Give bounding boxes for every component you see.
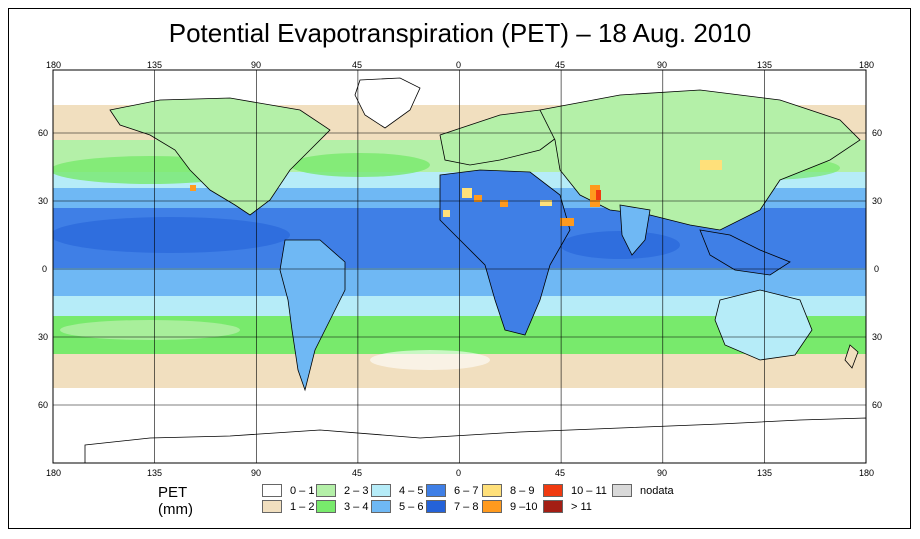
legend-swatch <box>316 484 336 497</box>
lon-tick-top: 45 <box>352 60 363 70</box>
land-india <box>619 204 651 256</box>
land-antarctica <box>84 417 866 463</box>
legend-label: nodata <box>640 484 674 497</box>
lon-tick-bottom: 90 <box>657 468 668 478</box>
legend-label: 2 – 3 <box>344 484 369 497</box>
lat-tick-left: 30 <box>38 332 49 342</box>
legend-swatch <box>371 484 391 497</box>
figure-frame <box>8 8 911 529</box>
hot-spots <box>190 160 722 226</box>
legend-swatch <box>426 484 446 497</box>
lon-tick-bottom: 135 <box>757 468 773 478</box>
legend-label: 10 – 11 <box>571 484 607 497</box>
lon-tick-bottom: 180 <box>46 468 62 478</box>
patch-indian-dark <box>560 231 680 259</box>
lon-tick-top: 0 <box>456 60 462 70</box>
lat-tick-left: 60 <box>38 400 49 410</box>
patch-south-atlantic-tan <box>370 350 490 370</box>
lat-tick-left: 0 <box>42 264 48 274</box>
lon-tick-top: 90 <box>251 60 262 70</box>
land-new-zealand <box>844 344 859 369</box>
legend-item: 4 – 5 <box>371 484 423 497</box>
legend-swatch <box>316 500 336 513</box>
legend-swatch <box>426 500 446 513</box>
legend-label: 9 –10 <box>510 500 538 513</box>
legend-swatch <box>371 500 391 513</box>
lat-tick-left: 30 <box>38 196 49 206</box>
legend-swatch <box>482 500 502 513</box>
legend-item: 9 –10 <box>482 500 538 513</box>
lat-tick-right: 30 <box>872 196 883 206</box>
legend-item: 1 – 2 <box>262 500 314 513</box>
legend-label: 7 – 8 <box>454 500 479 513</box>
land-greenland <box>354 77 421 129</box>
lat-tick-right: 60 <box>872 128 883 138</box>
land-southeast-asia <box>699 229 791 276</box>
lon-tick-top: 135 <box>757 60 773 70</box>
legend-swatch <box>543 500 563 513</box>
lon-tick-top: 180 <box>859 60 875 70</box>
legend-item: 0 – 1 <box>262 484 314 497</box>
patch-pacific-dark <box>53 217 290 253</box>
lon-tick-bottom: 45 <box>352 468 363 478</box>
legend-item: 2 – 3 <box>316 484 368 497</box>
lon-tick-bottom: 90 <box>251 468 262 478</box>
legend-title: PET (mm) <box>158 484 193 518</box>
lat-tick-left: 60 <box>38 128 49 138</box>
legend-label: 4 – 5 <box>399 484 424 497</box>
lat-tick-right: 30 <box>872 332 883 342</box>
legend-label: 5 – 6 <box>399 500 424 513</box>
patch-south-pacific-green <box>60 320 240 340</box>
legend-swatch <box>262 500 282 513</box>
patch-atlantic-green <box>290 153 430 177</box>
land-australia <box>714 289 813 361</box>
land-africa <box>439 169 571 336</box>
legend-item: > 11 <box>543 500 592 513</box>
lon-tick-bottom: 135 <box>147 468 163 478</box>
lon-tick-bottom: 45 <box>555 468 566 478</box>
legend-label: 0 – 1 <box>290 484 315 497</box>
legend-label: > 11 <box>571 500 592 513</box>
legend-item: 3 – 4 <box>316 500 368 513</box>
lon-tick-top: 45 <box>555 60 566 70</box>
legend-swatch <box>262 484 282 497</box>
land-south-america <box>279 239 346 392</box>
legend-item: 5 – 6 <box>371 500 423 513</box>
lon-tick-top: 180 <box>46 60 62 70</box>
land-europe <box>439 109 561 166</box>
legend-item: nodata <box>612 484 674 497</box>
legend-label: 3 – 4 <box>344 500 369 513</box>
legend-swatch <box>482 484 502 497</box>
lat-tick-right: 60 <box>872 400 883 410</box>
map-title: Potential Evapotranspiration (PET) – 18 … <box>168 18 752 48</box>
legend-item: 6 – 7 <box>426 484 478 497</box>
lon-tick-top: 135 <box>147 60 163 70</box>
lat-tick-right: 0 <box>874 264 880 274</box>
legend-item: 7 – 8 <box>426 500 478 513</box>
map-border <box>52 69 867 464</box>
legend-swatch <box>543 484 563 497</box>
land-north-america <box>109 97 331 216</box>
legend-swatch <box>612 484 632 497</box>
lon-tick-bottom: 180 <box>859 468 875 478</box>
legend-label: 8 – 9 <box>510 484 535 497</box>
graticule <box>53 70 866 463</box>
legend-item: 10 – 11 <box>543 484 607 497</box>
lon-tick-bottom: 0 <box>456 468 462 478</box>
legend-item: 8 – 9 <box>482 484 534 497</box>
legend-label: 1 – 2 <box>290 500 315 513</box>
legend-label: 6 – 7 <box>454 484 479 497</box>
lon-tick-top: 90 <box>657 60 668 70</box>
